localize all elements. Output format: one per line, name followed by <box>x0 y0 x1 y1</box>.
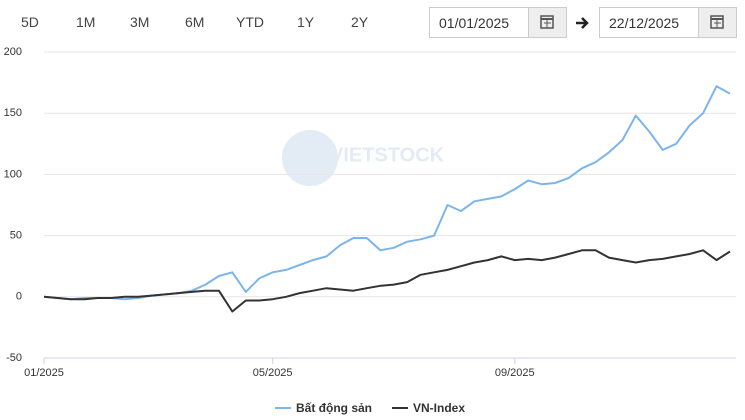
calendar-button[interactable] <box>528 8 566 37</box>
end-date[interactable]: 22/12/2025 <box>599 7 737 38</box>
series-line <box>43 85 731 301</box>
chart: VIETSTOCK -50 0 50 100 150 200 01/2025 05/2025 0… <box>4 46 736 415</box>
range-button[interactable]: 3M <box>130 14 150 30</box>
range-button[interactable]: 1M <box>76 14 96 30</box>
y-tick-label: 50 <box>10 230 22 242</box>
calendar-button[interactable] <box>698 8 736 37</box>
range-button[interactable]: 6M <box>185 14 205 30</box>
watermark-logo <box>282 130 338 186</box>
x-tick-label: 01/2025 <box>24 367 64 379</box>
legend-label: Bất động sản <box>296 401 372 415</box>
series-line <box>43 249 731 313</box>
range-button[interactable]: 1Y <box>297 14 315 30</box>
y-tick-label: 100 <box>4 168 22 180</box>
y-tick-label: 0 <box>16 291 22 303</box>
y-tick-label: -50 <box>6 352 22 364</box>
arrow-icon <box>576 17 589 29</box>
calendar-icon <box>710 15 724 29</box>
range-button[interactable]: 5D <box>21 14 39 30</box>
calendar-icon <box>540 15 554 29</box>
start-date-text: 01/01/2025 <box>439 15 510 31</box>
y-tick-label: 150 <box>4 107 22 119</box>
x-tick-label: 09/2025 <box>495 367 535 379</box>
end-date-text: 22/12/2025 <box>609 15 680 31</box>
watermark: VIETSTOCK <box>330 144 445 166</box>
start-date[interactable]: 01/01/2025 <box>429 7 567 38</box>
x-tick-label: 05/2025 <box>253 367 293 379</box>
range-button[interactable]: YTD <box>236 14 264 30</box>
y-tick-label: 200 <box>4 46 22 58</box>
legend-label: VN-Index <box>413 401 465 415</box>
range-button[interactable]: 2Y <box>351 14 369 30</box>
